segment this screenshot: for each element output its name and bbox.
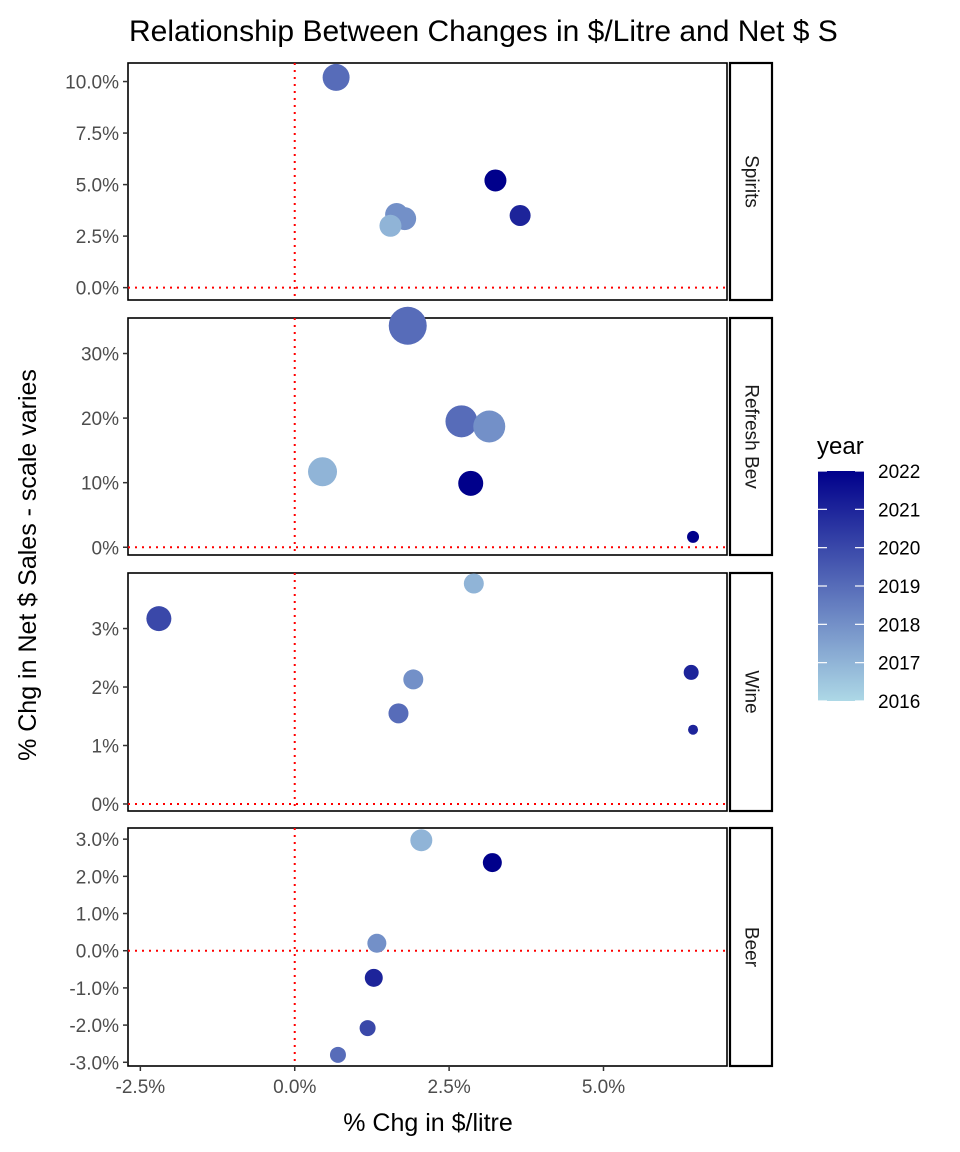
y-tick-label: 2.5% [76, 227, 119, 248]
facet-strip [728, 826, 774, 1068]
legend-label: 2019 [878, 577, 920, 598]
x-tick-label: -2.5% [116, 1077, 166, 1098]
panel-frame [127, 317, 728, 556]
y-tick-label: 0.0% [76, 279, 119, 300]
data-point [403, 669, 424, 690]
y-tick-label: 1% [92, 737, 120, 758]
x-axis: -2.5% 0.0% 2.5% 5.0% [116, 1066, 625, 1098]
facet-beer: 3.0% 2.0% 1.0% 0.0% -1.0% -2.0% -3.0% Beer [69, 826, 774, 1074]
y-tick-label: 1.0% [76, 905, 119, 926]
legend-title: year [817, 433, 864, 460]
data-point [364, 968, 383, 987]
facet-strip-label: Beer [741, 927, 762, 968]
facet-strip [728, 61, 774, 302]
facet-spirits: 0.0% 2.5% 5.0% 7.5% 10.0% Spirits [65, 61, 774, 302]
chart-title: Relationship Between Changes in $/Litre … [129, 15, 838, 48]
x-tick-label: 2.5% [427, 1077, 470, 1098]
data-point [410, 829, 433, 852]
y-axis-title: % Chg in Net $ Sales - scale varies [14, 369, 42, 761]
panel-frame [127, 572, 728, 812]
y-tick-label: 7.5% [76, 124, 119, 145]
y-tick-label: 30% [81, 345, 119, 366]
data-point [322, 63, 350, 91]
data-point [379, 214, 402, 237]
data-point [688, 724, 699, 735]
y-tick-label: 0% [92, 795, 120, 816]
data-point [458, 470, 484, 496]
legend-label: 2022 [878, 462, 920, 483]
y-tick-label: 5.0% [76, 176, 119, 197]
y-tick-label: 0% [92, 538, 120, 559]
y-tick-label: -1.0% [69, 979, 119, 1000]
data-point [359, 1020, 376, 1037]
facet-strip-label: Wine [741, 670, 762, 713]
data-point [509, 205, 531, 227]
legend-items: 2022 2021 2020 2019 2018 2017 2016 [818, 462, 920, 713]
y-tick-label: 0.0% [76, 942, 119, 963]
data-point [484, 169, 507, 192]
panel-frame [127, 827, 728, 1067]
y-tick-label: 3% [92, 620, 120, 641]
data-point [329, 1046, 346, 1063]
facet-strip [728, 316, 774, 557]
data-point [482, 853, 502, 873]
x-tick-label: 0.0% [273, 1077, 316, 1098]
facet-strip [728, 571, 774, 813]
facet-wine: 0% 1% 2% 3% Wine [92, 571, 774, 816]
data-point [445, 405, 478, 438]
legend-label: 2016 [878, 692, 920, 713]
data-point [687, 530, 700, 543]
y-tick-label: 3.0% [76, 830, 119, 851]
y-tick-label: 10% [81, 474, 119, 495]
facet-strip-label: Refresh Bev [741, 384, 762, 489]
data-point [308, 457, 338, 487]
y-tick-label: 10.0% [65, 73, 119, 94]
legend-label: 2017 [878, 654, 920, 675]
x-tick-label: 5.0% [582, 1077, 625, 1098]
y-tick-label: 2.0% [76, 867, 119, 888]
data-point [463, 573, 484, 594]
panel-frame [127, 62, 728, 301]
x-axis-title: % Chg in $/litre [343, 1109, 513, 1137]
y-tick-label: 20% [81, 409, 119, 430]
data-point [473, 410, 506, 443]
legend-label: 2021 [878, 500, 920, 521]
data-point [388, 306, 427, 345]
y-tick-label: 2% [92, 678, 120, 699]
legend-label: 2020 [878, 539, 920, 560]
data-point [683, 664, 699, 680]
y-tick-label: -3.0% [69, 1053, 119, 1074]
data-point [367, 933, 387, 953]
legend-label: 2018 [878, 615, 920, 636]
year-legend: year 2022 2021 2020 2019 2018 2017 2016 [817, 433, 920, 713]
data-point [388, 703, 409, 724]
facet-panels: 0.0% 2.5% 5.0% 7.5% 10.0% Spirits 0% 10% 20% 30% R… [65, 61, 774, 1074]
facet-strip-label: Spirits [741, 155, 762, 208]
y-tick-label: -2.0% [69, 1016, 119, 1037]
facet-refresh-bev: 0% 10% 20% 30% Refresh Bev [81, 306, 774, 559]
data-point [146, 606, 172, 632]
